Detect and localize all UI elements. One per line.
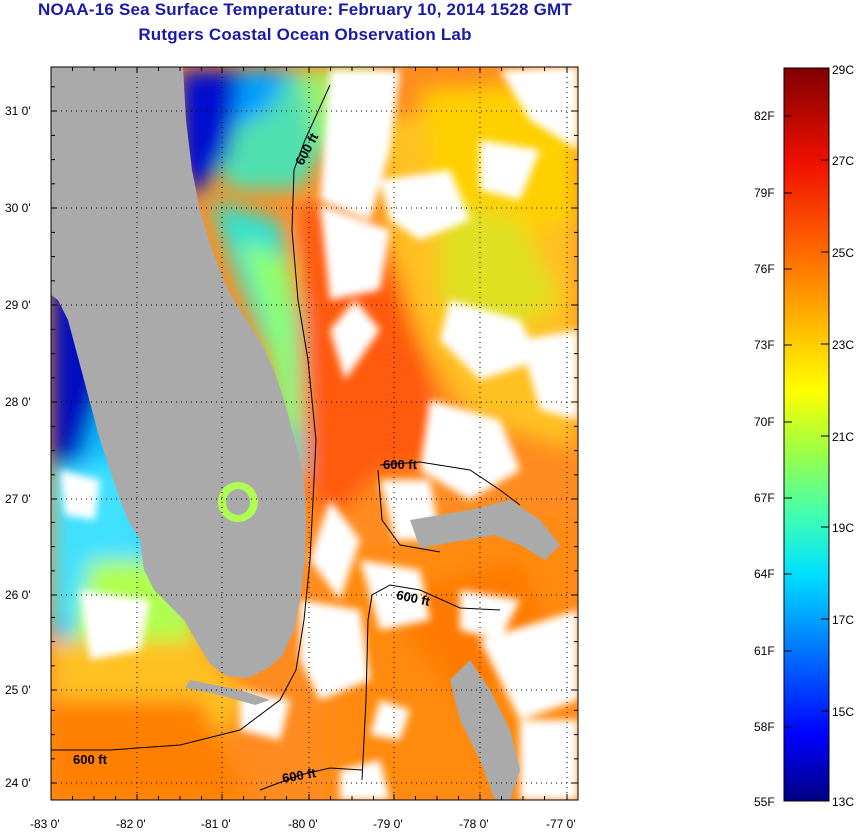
celsius-label: 13C: [832, 795, 854, 809]
fahrenheit-label: 58F: [754, 720, 775, 734]
fahrenheit-label: 61F: [754, 644, 775, 658]
celsius-label: 17C: [832, 613, 854, 627]
fahrenheit-label: 79F: [754, 186, 775, 200]
lat-label: 28 0': [5, 395, 31, 409]
lon-label: -83 0': [30, 817, 60, 831]
florida-landmass: [51, 67, 306, 678]
lon-label: -79 0': [373, 817, 403, 831]
fahrenheit-label: 55F: [754, 795, 775, 809]
lon-label: -82 0': [116, 817, 146, 831]
lat-label: 26 0': [5, 588, 31, 602]
colorbar-gradient: [783, 67, 830, 802]
map-subtitle: Rutgers Coastal Ocean Observation Lab: [138, 25, 472, 44]
lon-label: -81 0': [201, 817, 231, 831]
celsius-label: 23C: [832, 338, 854, 352]
lat-label: 31 0': [5, 104, 31, 118]
isobath-contours: [51, 84, 521, 791]
temperature-colorbar: 82F 79F 76F 73F 70F 67F 64F 61F 58F 55F …: [754, 63, 854, 809]
sst-field: 600 ft 600 ft 600 ft 600 ft 600 ft: [51, 67, 578, 800]
map-frame: [50, 66, 579, 801]
lat-label: 29 0': [5, 298, 31, 312]
lat-label: 25 0': [5, 683, 31, 697]
contour-label-bahamas: 600 ft: [383, 457, 418, 472]
contour-label-gulf: 600 ft: [73, 752, 108, 767]
andros-island: [450, 660, 520, 800]
fahrenheit-label: 73F: [754, 338, 775, 352]
axis-ticks: [50, 67, 578, 800]
grand-bahama: [410, 500, 560, 560]
fahrenheit-label: 70F: [754, 415, 775, 429]
fahrenheit-label: 64F: [754, 567, 775, 581]
latitude-axis: 31 0' 30 0' 29 0' 28 0' 27 0' 26 0' 25 0…: [5, 104, 31, 790]
fahrenheit-label: 82F: [754, 109, 775, 123]
lat-label: 27 0': [5, 492, 31, 506]
lon-label: -80 0': [288, 817, 318, 831]
longitude-axis: -83 0' -82 0' -81 0' -80 0' -79 0' -78 0…: [30, 817, 576, 831]
contour-label-south: 600 ft: [395, 587, 432, 609]
celsius-label: 21C: [832, 430, 854, 444]
lon-label: -77 0': [546, 817, 576, 831]
fahrenheit-label: 67F: [754, 491, 775, 505]
contour-label-straits: 600 ft: [281, 765, 318, 786]
celsius-label: 25C: [832, 246, 854, 260]
cloud-cover: [60, 67, 578, 800]
lat-label: 30 0': [5, 201, 31, 215]
fahrenheit-label: 76F: [754, 262, 775, 276]
lat-label: 24 0': [5, 776, 31, 790]
celsius-label: 19C: [832, 521, 854, 535]
celsius-label: 29C: [832, 63, 854, 77]
lon-label: -78 0': [459, 817, 489, 831]
map-title: NOAA-16 Sea Surface Temperature: Februar…: [38, 0, 572, 19]
celsius-label: 15C: [832, 705, 854, 719]
graticule: [51, 67, 578, 800]
celsius-label: 27C: [832, 154, 854, 168]
florida-keys: [185, 680, 270, 705]
